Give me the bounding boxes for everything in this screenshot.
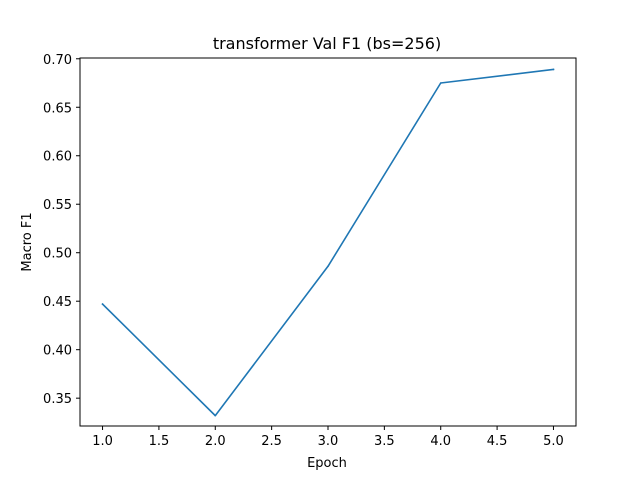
x-tick-label: 3.0 [318, 434, 339, 449]
data-point [552, 68, 555, 71]
x-tick-label: 1.0 [92, 434, 113, 449]
x-axis-label: Epoch [307, 456, 347, 471]
y-tick-label: 0.55 [43, 198, 72, 213]
x-tick-label: 5.0 [543, 434, 564, 449]
x-tick-label: 2.0 [205, 434, 226, 449]
x-tick-label: 4.5 [487, 434, 508, 449]
data-point [439, 82, 442, 84]
series-layer [101, 68, 555, 417]
data-point [101, 303, 104, 305]
plot-frame [79, 57, 577, 427]
y-tick-label: 0.60 [43, 150, 72, 165]
y-tick-label: 0.35 [43, 392, 72, 407]
y-tick-label: 0.65 [43, 101, 72, 116]
y-tick-label: 0.50 [43, 247, 72, 262]
chart-title: transformer Val F1 (bs=256) [213, 34, 441, 53]
y-tick-label: 0.45 [43, 295, 72, 310]
x-tick-label: 2.5 [261, 434, 282, 449]
x-tick-label: 1.5 [149, 434, 170, 449]
x-tick-label: 3.5 [374, 434, 395, 449]
y-tick-label: 0.70 [43, 53, 72, 68]
data-point [214, 414, 217, 417]
axis-ticks: 1.0 1.5 2.0 2.5 3.0 3.5 4.0 4.5 5.0 0.35 0.40 0.45 0… [43, 53, 564, 449]
y-tick-label: 0.40 [43, 344, 72, 359]
data-point [327, 265, 329, 268]
x-tick-label: 4.0 [430, 434, 451, 449]
y-axis-label: Macro F1 [20, 212, 35, 271]
